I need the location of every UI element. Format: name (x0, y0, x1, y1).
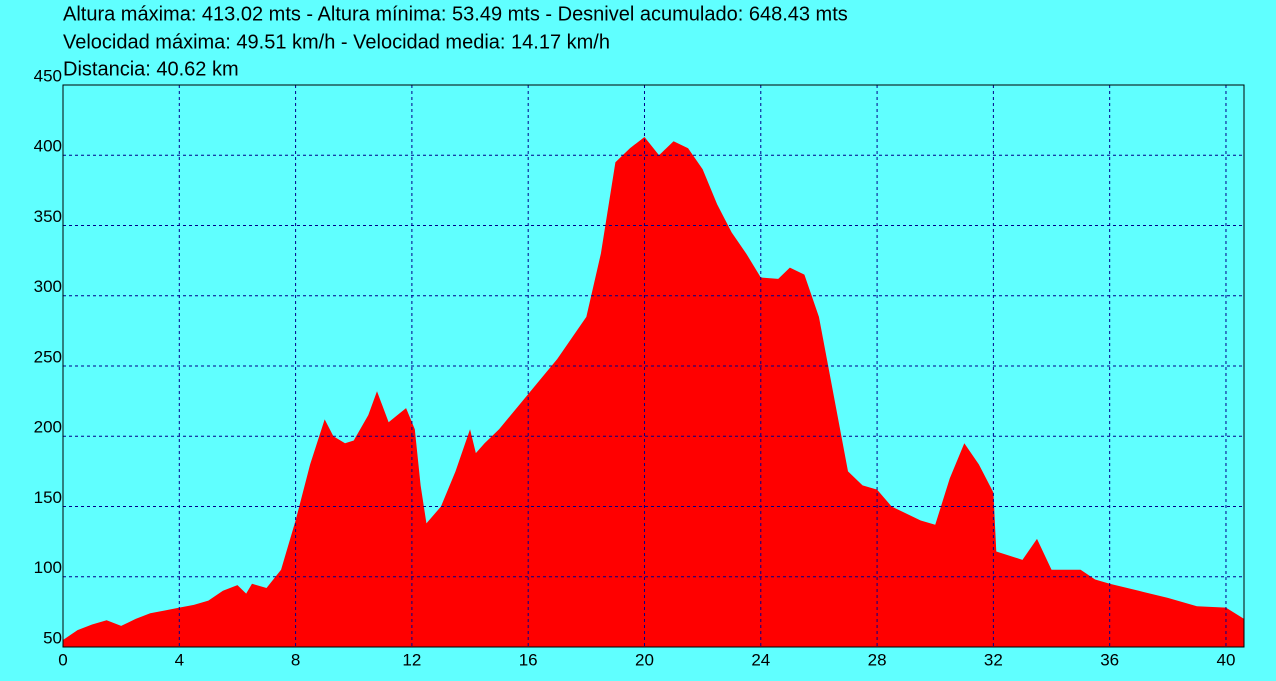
y-tick-label: 300 (34, 277, 62, 296)
x-tick-label: 32 (984, 650, 1003, 669)
y-tick-label: 450 (34, 66, 62, 85)
x-tick-label: 8 (291, 650, 300, 669)
x-tick-label: 40 (1217, 650, 1236, 669)
y-tick-label: 200 (34, 418, 62, 437)
y-tick-label: 100 (34, 558, 62, 577)
x-tick-label: 28 (868, 650, 887, 669)
x-tick-label: 16 (519, 650, 538, 669)
x-tick-label: 4 (175, 650, 184, 669)
y-tick-label: 350 (34, 207, 62, 226)
y-tick-label: 400 (34, 137, 62, 156)
x-tick-label: 0 (58, 650, 67, 669)
x-tick-label: 12 (402, 650, 421, 669)
y-tick-label: 50 (43, 628, 62, 647)
stats-line: Velocidad máxima: 49.51 km/h - Velocidad… (63, 31, 610, 53)
y-tick-label: 150 (34, 488, 62, 507)
x-tick-label: 36 (1100, 650, 1119, 669)
plot-border (62, 84, 1245, 648)
y-tick-label: 250 (34, 347, 62, 366)
elevation-area (63, 136, 1244, 648)
stats-line: Distancia: 40.62 km (63, 58, 239, 80)
x-tick-label: 24 (751, 650, 770, 669)
stats-line: Altura máxima: 413.02 mts - Altura mínim… (63, 3, 848, 25)
x-tick-label: 20 (635, 650, 654, 669)
